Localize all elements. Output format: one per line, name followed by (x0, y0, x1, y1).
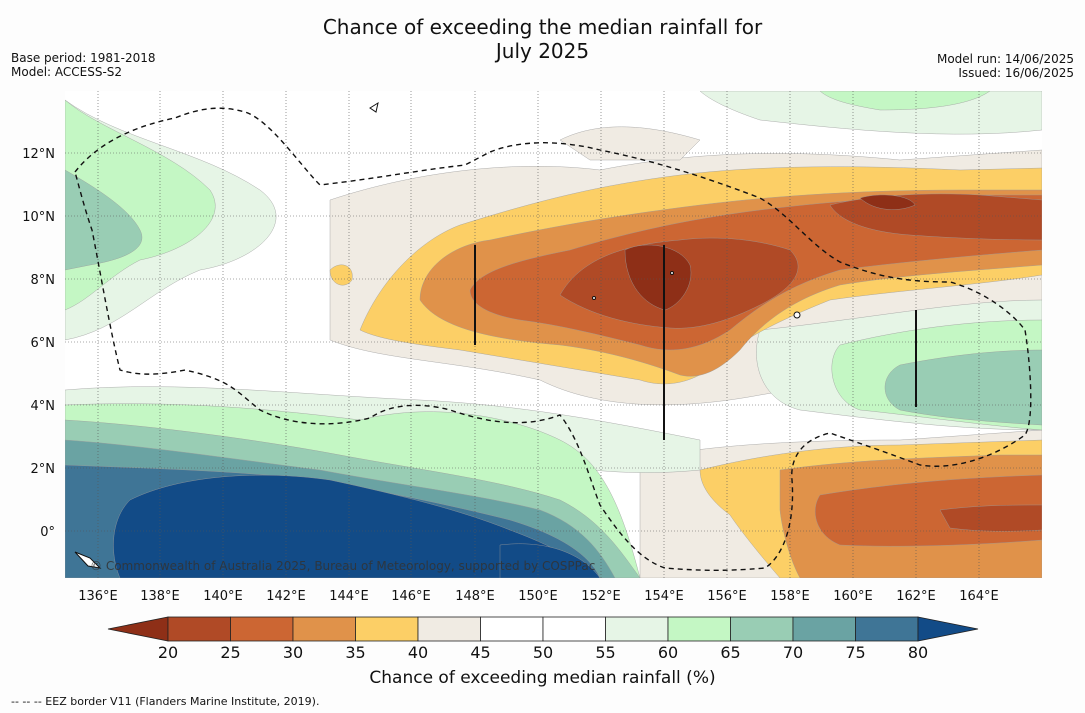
model-name: Model: ACCESS-S2 (11, 65, 123, 79)
lon-label-11: 158°E (770, 589, 810, 604)
colorbar-bin-5 (480, 616, 544, 642)
meta-left: Base period: 1981-2018 Model: ACCESS-S2 (11, 51, 156, 79)
graticule (65, 91, 1042, 578)
contour-20-core (624, 244, 692, 311)
contour-20-east (859, 194, 916, 210)
colorbar-tick-3: 35 (345, 643, 365, 662)
islet-2 (592, 296, 596, 300)
contour-80 (113, 474, 591, 578)
colorbar (107, 616, 979, 642)
colorbar-bin-2 (292, 616, 356, 642)
lon-label-6: 148°E (455, 589, 495, 604)
colorbar-under-arrow (107, 616, 169, 642)
coastlines (74, 101, 801, 569)
colorbar-tick-2: 30 (283, 643, 303, 662)
lon-label-14: 164°E (959, 589, 999, 604)
contour-65-east (884, 349, 1042, 426)
colorbar-bin-6 (542, 616, 606, 642)
colorbar-tick-5: 45 (470, 643, 490, 662)
island-sw (74, 551, 102, 569)
contour-80-small (499, 543, 601, 578)
colorbar-title: Chance of exceeding median rainfall (%) (369, 668, 716, 688)
colorbar-tick-8: 60 (658, 643, 678, 662)
lon-label-8: 152°E (581, 589, 621, 604)
colorbar-tick-12: 80 (908, 643, 928, 662)
lon-label-4: 144°E (329, 589, 369, 604)
base-period: Base period: 1981-2018 (11, 51, 156, 65)
lat-label-6: 0° (40, 525, 55, 540)
colorbar-bin-1 (230, 616, 294, 642)
lat-label-3: 6°N (31, 336, 56, 351)
lat-label-5: 2°N (31, 462, 56, 477)
lon-label-9: 154°E (644, 589, 684, 604)
contour-45-north (559, 126, 701, 161)
map-title-line2: July 2025 (495, 39, 590, 63)
lat-label-1: 10°N (22, 210, 55, 225)
colorbar-over-arrow (917, 616, 979, 642)
contour-40-islet (329, 264, 353, 286)
lon-label-5: 146°E (391, 589, 431, 604)
colorbar-tick-11: 75 (845, 643, 865, 662)
lon-label-3: 142°E (266, 589, 306, 604)
colorbar-bin-3 (355, 616, 419, 642)
lon-label-1: 138°E (140, 589, 180, 604)
colorbar-bin-4 (417, 616, 481, 642)
meta-right: Model run: 14/06/2025 Issued: 16/06/2025 (937, 52, 1074, 80)
contour-60-north (819, 91, 991, 111)
colorbar-bin-9 (730, 616, 794, 642)
colorbar-tick-0: 20 (158, 643, 178, 662)
lat-label-2: 8°N (31, 273, 56, 288)
map-title-line1: Chance of exceeding the median rainfall … (322, 15, 763, 39)
eez-borders (74, 107, 1032, 571)
colorbar-bin-10 (792, 616, 856, 642)
issued-date: Issued: 16/06/2025 (958, 66, 1074, 80)
lon-label-2: 140°E (203, 589, 243, 604)
eez-footnote: -- -- -- EEZ border V11 (Flanders Marine… (11, 695, 320, 708)
map-plot-area (65, 91, 1042, 578)
island-east (793, 311, 801, 319)
islet-1 (670, 271, 674, 275)
latitude-labels: 12°N 10°N 8°N 6°N 4°N 2°N 0° (22, 147, 55, 540)
colorbar-tick-4: 40 (408, 643, 428, 662)
eez-outline (74, 107, 1032, 571)
colorbar-bin-8 (667, 616, 731, 642)
division-lines (474, 245, 917, 440)
lat-label-0: 12°N (22, 147, 55, 162)
colorbar-tick-7: 55 (595, 643, 615, 662)
lat-label-4: 4°N (31, 399, 56, 414)
colorbar-tick-1: 25 (220, 643, 240, 662)
lon-label-13: 162°E (896, 589, 936, 604)
lon-label-10: 156°E (707, 589, 747, 604)
lon-label-12: 160°E (833, 589, 873, 604)
island-north (369, 101, 379, 113)
colorbar-tick-10: 70 (783, 643, 803, 662)
longitude-labels: 136°E 138°E 140°E 142°E 144°E 146°E 148°E 150°E… (78, 589, 999, 604)
colorbar-ticks: 20 25 30 35 40 45 50 55 60 65 70 75 80 (158, 643, 928, 662)
colorbar-tick-6: 50 (533, 643, 553, 662)
colorbar-bin-11 (855, 616, 919, 642)
copyright-notice: © Commonwealth of Australia 2025, Bureau… (90, 559, 595, 573)
lon-label-7: 150°E (518, 589, 558, 604)
lon-label-0: 136°E (78, 589, 118, 604)
model-run: Model run: 14/06/2025 (936, 52, 1074, 66)
contour-25-south (939, 504, 1042, 532)
colorbar-tick-9: 65 (720, 643, 740, 662)
colorbar-bin-0 (167, 616, 231, 642)
colorbar-bin-7 (605, 616, 669, 642)
